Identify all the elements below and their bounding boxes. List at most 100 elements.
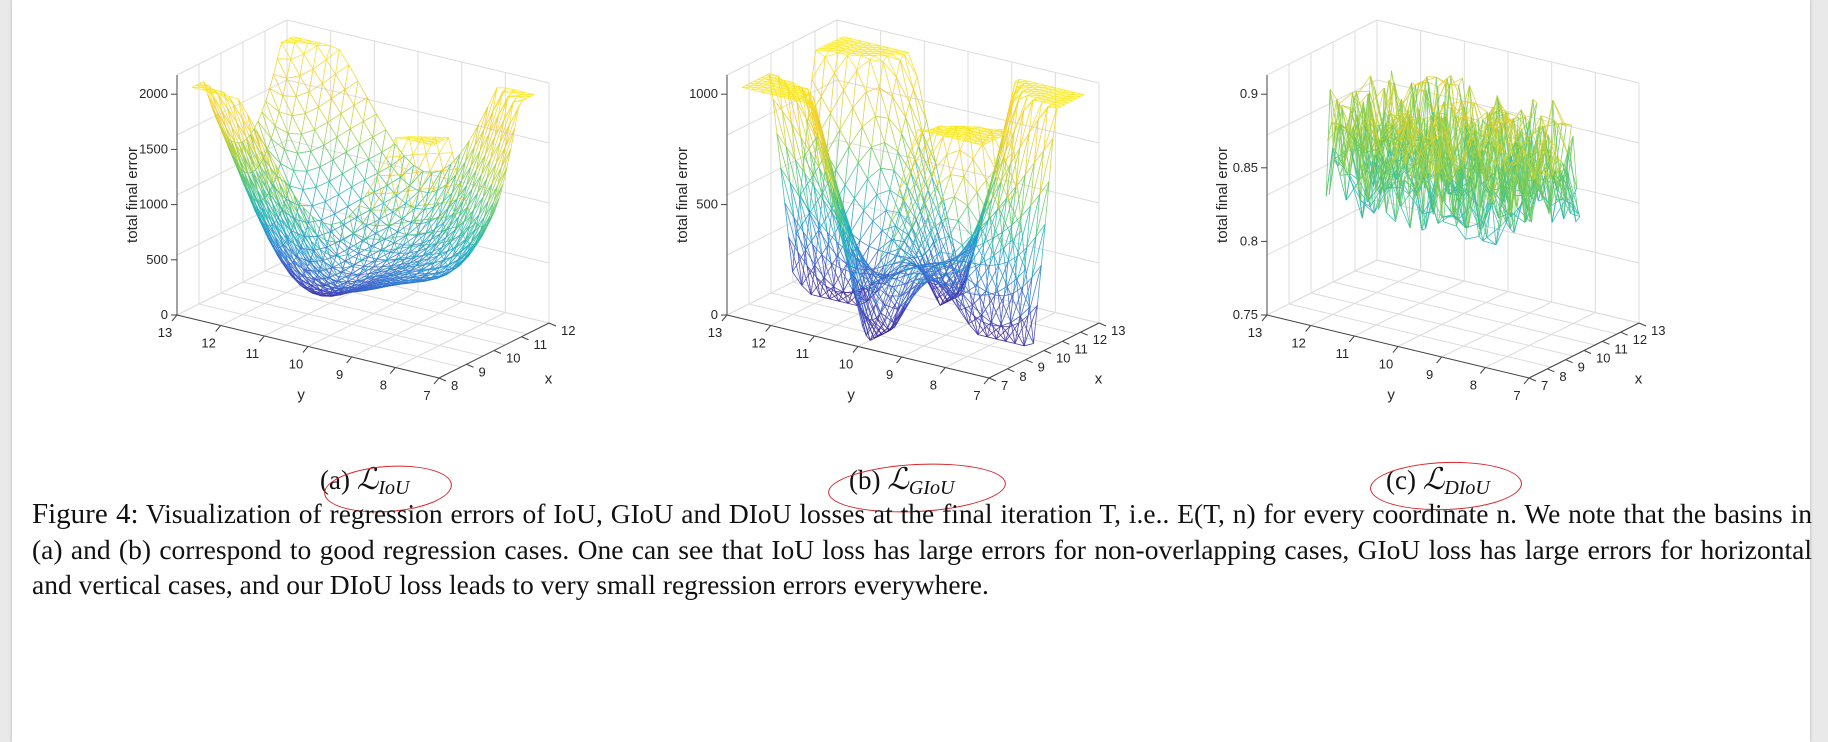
x-tick <box>1620 331 1628 336</box>
mesh-edge <box>931 228 937 241</box>
mesh-edge <box>1423 118 1428 163</box>
mesh-edge <box>359 121 364 145</box>
mesh-edge <box>936 298 941 306</box>
mesh-edge <box>966 278 977 286</box>
mesh-edge <box>930 263 944 269</box>
mesh-edge <box>390 144 396 166</box>
mesh-edge <box>466 225 480 241</box>
mesh-edge <box>501 148 512 168</box>
mesh-edge <box>245 136 251 156</box>
y-tick-label: 12 <box>751 336 765 351</box>
mesh-edge <box>1000 130 1015 182</box>
mesh-edge <box>1037 83 1048 87</box>
mesh-edge <box>356 248 362 261</box>
mesh-edge <box>914 239 920 249</box>
x-tick-label: 10 <box>506 351 520 366</box>
mesh-edge <box>403 172 417 175</box>
x-axis-label: x <box>1095 370 1103 387</box>
floor-gridline <box>1288 303 1552 368</box>
mesh-edge <box>1401 84 1416 106</box>
mesh-edge <box>376 157 387 176</box>
mesh-edge <box>282 200 288 217</box>
mesh-edge <box>1022 236 1037 288</box>
mesh-edge <box>429 201 444 222</box>
mesh-edge <box>270 221 285 249</box>
mesh-edge <box>323 144 334 161</box>
wall-gridline <box>176 19 288 76</box>
mesh-edge <box>983 321 993 327</box>
mesh-edge <box>343 239 349 255</box>
mesh-edge <box>976 285 986 292</box>
mesh-edge <box>910 172 921 212</box>
mesh-edge <box>482 183 493 198</box>
mesh-edge <box>377 260 388 271</box>
mesh-edge <box>437 251 448 257</box>
mesh-edge <box>944 218 950 237</box>
mesh-edge <box>811 79 822 97</box>
mesh-edge <box>905 117 920 147</box>
mesh-edge <box>986 141 991 144</box>
mesh-edge <box>1400 186 1410 196</box>
mesh-edge <box>390 156 401 176</box>
mesh-edge <box>212 96 227 128</box>
mesh-edge <box>339 224 345 241</box>
mesh-edge <box>854 162 859 199</box>
mesh-edge <box>409 257 415 264</box>
mesh-edge <box>318 106 329 123</box>
mesh-edge <box>293 170 307 172</box>
mesh-edge <box>920 170 934 193</box>
mesh-edge <box>495 142 501 164</box>
mesh-edge <box>1030 162 1035 207</box>
mesh-edge <box>284 180 295 196</box>
mesh-edge <box>249 155 260 171</box>
mesh-edge <box>888 263 894 274</box>
mesh-edge <box>1004 292 1014 297</box>
mesh-edge <box>358 205 373 211</box>
mesh-edge <box>306 151 312 172</box>
figure-panel-a: 0 500 1000 1500 2000 13 12 11 10 9 8 7 8 9 10 11 12 total… <box>122 19 642 465</box>
mesh-edge <box>1359 101 1364 181</box>
mesh-edge <box>384 210 390 225</box>
mesh-edge <box>1013 286 1024 294</box>
mesh-edge <box>809 151 820 169</box>
mesh-edge <box>470 226 484 245</box>
mesh-edge <box>391 259 396 266</box>
x-tick-label: 11 <box>1074 341 1088 356</box>
mesh-edge <box>1040 223 1046 266</box>
y-tick <box>346 356 353 364</box>
mesh-edge <box>1354 136 1359 190</box>
mesh-edge <box>477 158 492 194</box>
mesh-edge <box>370 251 375 262</box>
mesh-edge <box>340 282 355 289</box>
mesh-edge <box>913 76 918 90</box>
mesh-edge <box>1011 215 1022 226</box>
mesh-edge <box>1000 129 1006 161</box>
mesh-edge <box>867 287 872 290</box>
mesh-edge <box>918 248 924 257</box>
mesh-edge <box>274 164 280 183</box>
mesh-edge <box>809 212 820 231</box>
mesh-edge <box>360 198 371 211</box>
mesh-edge <box>425 275 430 279</box>
paper-page: 0 500 1000 1500 2000 13 12 11 10 9 8 7 8 9 10 11 12 total… <box>12 0 1812 742</box>
mesh-edge <box>799 90 804 93</box>
mesh-edge <box>1384 79 1390 112</box>
mesh-edge <box>954 196 968 207</box>
mesh-edge <box>903 54 918 78</box>
mesh-edge <box>266 205 272 222</box>
mesh-edge <box>781 111 787 147</box>
mesh-edge <box>950 174 955 197</box>
mesh-edge <box>359 266 374 275</box>
z-tick-label: 500 <box>696 197 718 212</box>
mesh-edge <box>865 59 871 93</box>
mesh-edge <box>852 38 862 42</box>
mesh-edge <box>400 165 414 178</box>
mesh-edge <box>1415 81 1429 86</box>
mesh-edge <box>935 218 946 241</box>
mesh-edge <box>406 265 416 268</box>
mesh-edge <box>409 185 420 192</box>
mesh-edge <box>1431 112 1445 117</box>
mesh-edge <box>445 214 456 231</box>
y-tick <box>983 377 990 385</box>
mesh-edge <box>912 167 917 181</box>
